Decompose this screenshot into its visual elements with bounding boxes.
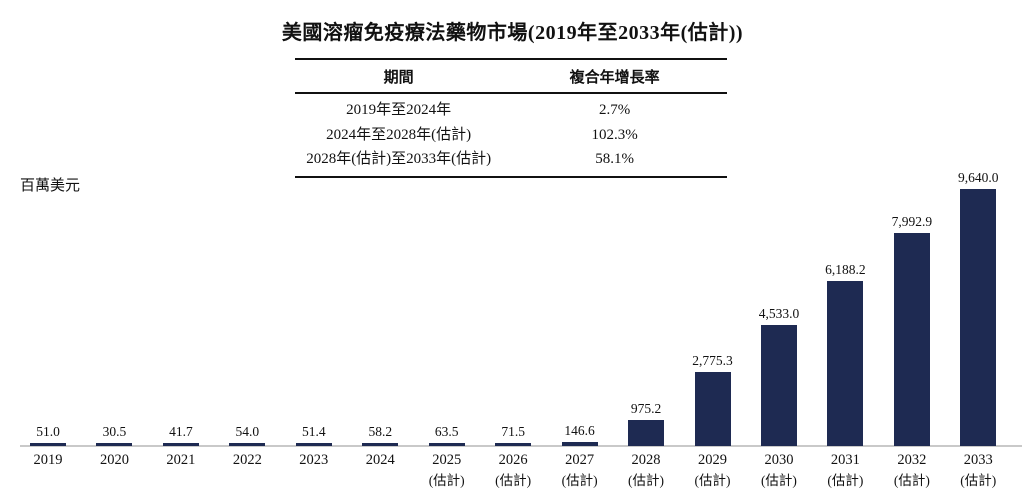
x-axis-tick-sublabel: (估計) — [827, 473, 864, 488]
bar-value-label: 7,992.9 — [891, 214, 933, 229]
cagr-cell: 58.1% — [595, 151, 635, 168]
x-axis-tick-sublabel: (估計) — [694, 473, 731, 488]
bar — [495, 443, 532, 446]
x-axis-tick-label: 2033 — [963, 452, 993, 468]
x-axis-tick-label: 2027 — [565, 452, 595, 468]
bar — [162, 443, 199, 446]
bar — [362, 443, 399, 446]
bar — [628, 420, 665, 446]
bar-value-label: 58.2 — [368, 424, 393, 439]
x-axis-tick-sublabel: (估計) — [495, 473, 532, 488]
bar-value-label: 6,188.2 — [825, 262, 866, 277]
x-axis-tick-label: 2031 — [830, 452, 860, 468]
y-axis-unit-label: 百萬美元 — [20, 178, 81, 194]
period-cell: 2028年(估計)至2033年(估計) — [306, 151, 492, 168]
x-axis-tick-label: 2020 — [99, 452, 129, 468]
bar — [760, 325, 797, 446]
x-axis-tick-label: 2026 — [498, 452, 528, 468]
bar-value-label: 9,640.0 — [958, 170, 999, 185]
bar-value-label: 975.2 — [630, 401, 662, 416]
x-axis-tick-label: 2021 — [166, 452, 196, 468]
x-axis-tick-label: 2025 — [432, 452, 462, 468]
bar-value-label: 146.6 — [564, 423, 595, 438]
period-cell: 2019年至2024年 — [346, 102, 452, 118]
bar — [428, 443, 465, 446]
bar — [960, 189, 997, 446]
x-axis-tick-label: 2028 — [631, 452, 661, 468]
cagr-cell: 2.7% — [599, 102, 631, 118]
bar-value-label: 2,775.3 — [692, 353, 733, 368]
chart-title: 美國溶瘤免疫療法藥物市場(2019年至2033年(估計)) — [281, 22, 744, 44]
cagr-table-header-row: 期間 複合年增長率 — [295, 59, 727, 94]
x-axis-tick-label: 2024 — [365, 452, 395, 468]
x-axis-tick-label: 2029 — [698, 452, 727, 468]
table-row: 2024年至2028年(估計) 102.3% — [295, 123, 727, 148]
bar — [561, 442, 598, 446]
bar-value-label: 63.5 — [434, 424, 459, 439]
x-axis-tick-sublabel: (估計) — [628, 473, 665, 488]
bar — [295, 443, 332, 446]
x-axis-tick-sublabel: (估計) — [893, 473, 930, 488]
x-axis-tick-sublabel: (估計) — [960, 473, 997, 488]
x-axis-tick-sublabel: (估計) — [561, 473, 598, 488]
x-axis-tick-label: 2022 — [232, 452, 262, 468]
table-row: 2019年至2024年 2.7% — [295, 93, 727, 123]
bar-value-label: 41.7 — [169, 424, 193, 439]
bar-value-label: 71.5 — [501, 424, 525, 439]
x-axis-tick-sublabel: (估計) — [428, 473, 465, 488]
x-axis-tick-label: 2019 — [33, 452, 63, 468]
bar-value-label: 54.0 — [235, 424, 260, 439]
x-axis-tick-label: 2023 — [299, 452, 329, 468]
bar-value-label: 4,533.0 — [758, 306, 800, 321]
bar — [96, 443, 133, 446]
period-cell: 2024年至2028年(估計) — [326, 126, 472, 143]
table-row: 2028年(估計)至2033年(估計) 58.1% — [295, 147, 727, 177]
cagr-table-header-cagr: 複合年增長率 — [502, 59, 727, 94]
bar — [893, 233, 930, 446]
bar-value-label: 51.0 — [36, 424, 60, 439]
bar — [30, 443, 66, 446]
x-axis-tick-label: 2032 — [897, 452, 927, 468]
bar-value-label: 30.5 — [102, 424, 127, 439]
cagr-table: 期間 複合年增長率 2019年至2024年 2.7% 2024年至2028年(估… — [295, 58, 727, 179]
x-axis-tick-label: 2030 — [764, 452, 794, 468]
bar — [827, 281, 864, 446]
bar — [694, 372, 731, 446]
bar — [229, 443, 266, 446]
x-axis-tick-sublabel: (估計) — [760, 473, 797, 488]
cagr-table-header-period: 期間 — [295, 59, 503, 94]
x-axis-line — [20, 445, 1022, 447]
bar-value-label: 51.4 — [301, 424, 326, 439]
cagr-cell: 102.3% — [591, 126, 638, 143]
